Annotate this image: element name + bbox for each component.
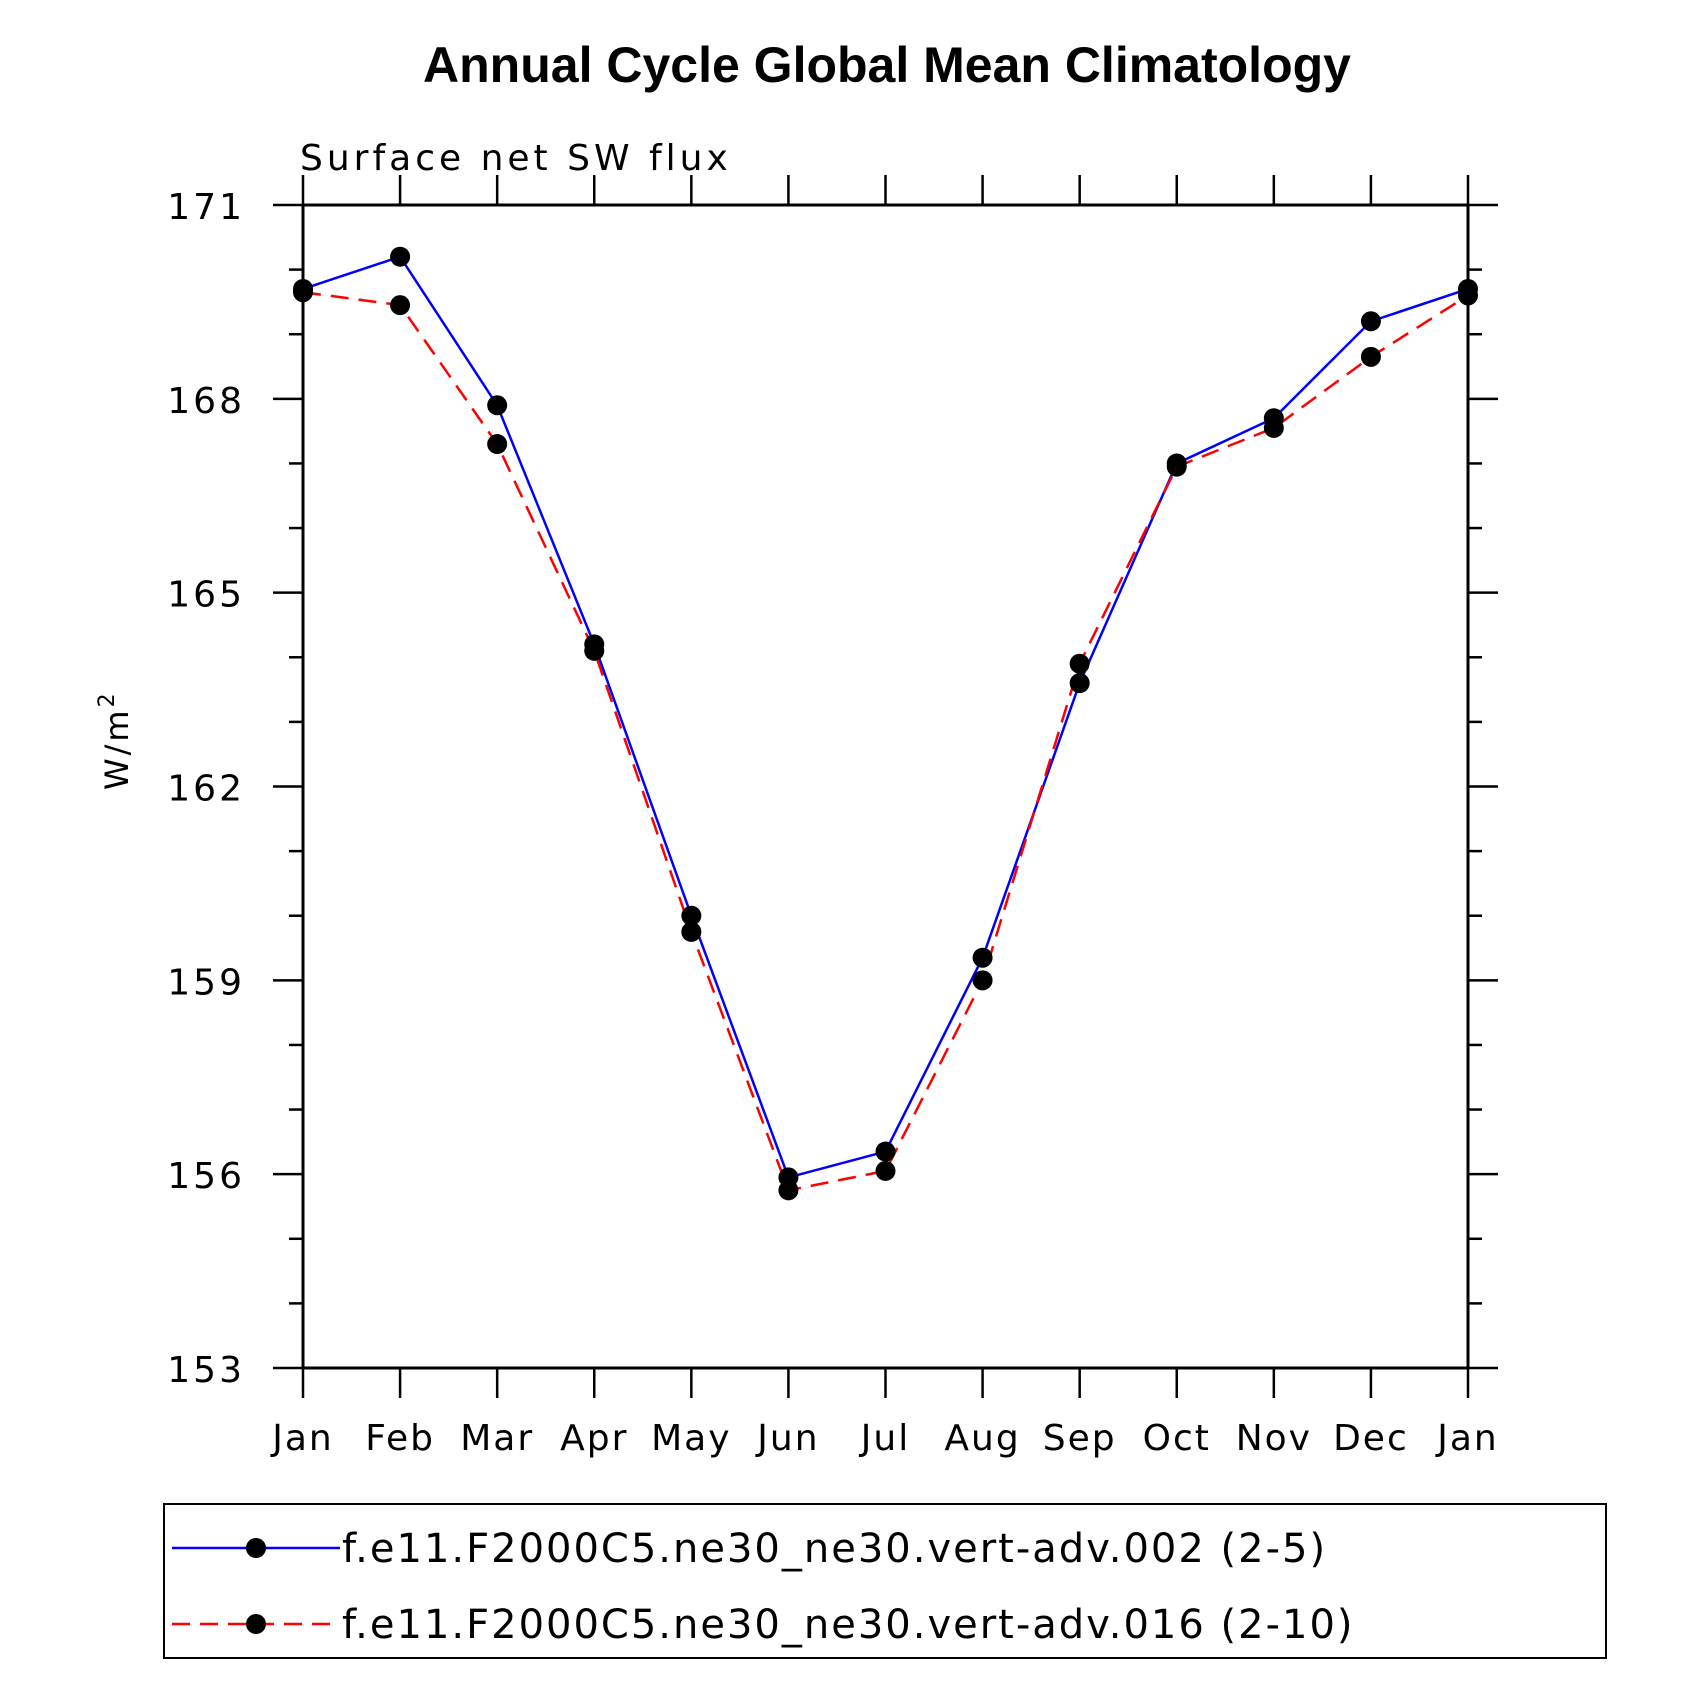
y-tick-label: 156	[167, 1156, 245, 1197]
data-point-series-2	[1069, 653, 1090, 674]
legend-marker-1	[246, 1538, 266, 1558]
y-tick-label: 168	[167, 381, 245, 422]
svg-text:W/m2: W/m2	[95, 690, 136, 790]
data-point-series-2	[293, 282, 313, 303]
data-point-series-2	[972, 970, 993, 991]
legend-label-2: f.e11.F2000C5.ne30_ne30.vert-adv.016 (2-…	[342, 1602, 1355, 1648]
data-point-series-1	[875, 1141, 896, 1162]
y-tick-label: 153	[167, 1350, 245, 1391]
series-layer	[293, 246, 1478, 1201]
y-tick-label: 165	[167, 575, 245, 616]
x-tick-label: Nov	[1236, 1418, 1312, 1459]
y-tick-label: 171	[167, 187, 245, 228]
y-axis: 153 156 159 162 165 168 171	[167, 187, 1498, 1391]
x-tick-label: Jan	[270, 1418, 334, 1459]
data-point-series-2	[778, 1180, 799, 1201]
x-axis: Jan Feb Mar Apr May Jun Jul Aug Sep Oct Nov Dec Jan	[270, 175, 1499, 1459]
data-point-series-1	[681, 905, 702, 926]
series-line-2	[302, 290, 1469, 1192]
x-tick-label: Feb	[365, 1418, 435, 1459]
data-point-series-1	[390, 246, 411, 267]
legend-label-1: f.e11.F2000C5.ne30_ne30.vert-adv.002 (2-…	[342, 1526, 1327, 1572]
series-line-1	[302, 255, 1469, 1179]
x-tick-label: Mar	[460, 1418, 534, 1459]
data-point-series-2	[681, 921, 702, 942]
data-point-series-1	[1360, 311, 1381, 332]
data-point-series-2	[1166, 456, 1187, 477]
legend: f.e11.F2000C5.ne30_ne30.vert-adv.002 (2-…	[163, 1503, 1607, 1659]
data-point-series-2	[1360, 346, 1381, 367]
y-tick-label: 159	[167, 962, 245, 1003]
data-point-series-2	[390, 295, 411, 316]
data-point-series-1	[487, 395, 508, 416]
y-axis-label: W/m2	[95, 690, 136, 790]
chart-subtitle: Surface net SW flux	[300, 138, 732, 179]
legend-marker-2	[246, 1614, 266, 1634]
x-tick-label: Jul	[859, 1418, 910, 1459]
x-tick-label: Jun	[755, 1418, 819, 1459]
x-tick-label: Jan	[1435, 1418, 1499, 1459]
x-tick-label: Aug	[944, 1418, 1020, 1459]
data-point-series-2	[1458, 285, 1478, 306]
chart-title: Annual Cycle Global Mean Climatology	[423, 37, 1351, 93]
y-axis-label-text: W/m	[98, 707, 136, 790]
x-tick-label: Oct	[1143, 1418, 1211, 1459]
plot-frame	[301, 203, 1470, 1370]
data-point-series-1	[972, 947, 993, 968]
x-tick-label: Sep	[1043, 1418, 1117, 1459]
legend-box	[163, 1503, 1607, 1659]
data-point-series-2	[487, 434, 508, 455]
y-tick-label: 162	[167, 769, 245, 810]
x-tick-label: May	[651, 1418, 731, 1459]
x-tick-label: Apr	[560, 1418, 628, 1459]
x-tick-label: Dec	[1333, 1418, 1409, 1459]
data-point-series-1	[1069, 673, 1090, 694]
data-point-series-2	[584, 640, 605, 661]
data-point-series-2	[875, 1160, 896, 1181]
data-point-series-2	[1263, 417, 1284, 438]
y-axis-label-superscript: 2	[95, 690, 120, 707]
